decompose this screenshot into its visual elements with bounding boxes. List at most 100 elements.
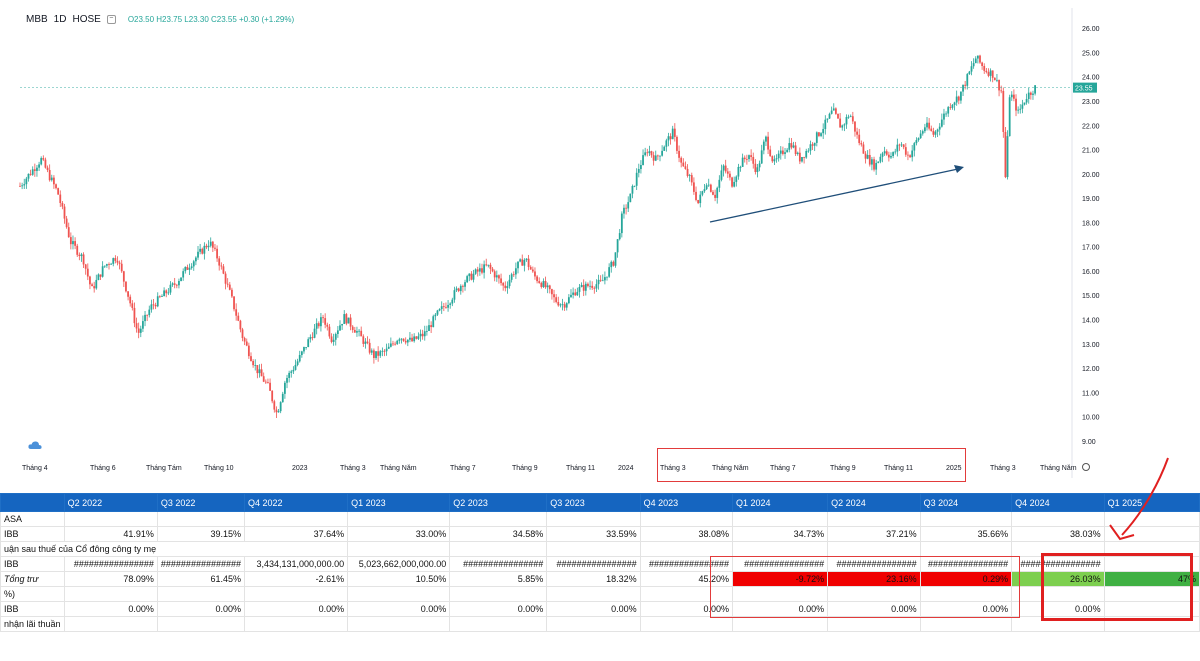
table-cell[interactable]: 10.50% — [347, 571, 451, 587]
table-cell[interactable] — [1011, 616, 1105, 632]
table-cell[interactable] — [243, 616, 349, 632]
table-cell[interactable] — [347, 616, 451, 632]
table-cell[interactable]: ################ — [546, 556, 641, 572]
table-cell[interactable]: 5.85% — [449, 571, 548, 587]
table-cell[interactable] — [919, 541, 1013, 557]
table-cell[interactable]: 0.29% — [919, 571, 1013, 587]
table-cell[interactable]: 37.21% — [827, 526, 921, 542]
table-cell[interactable] — [243, 586, 349, 602]
table-cell[interactable] — [732, 541, 829, 557]
table-cell[interactable]: ################ — [732, 556, 829, 572]
table-cell[interactable] — [156, 616, 246, 632]
row-label[interactable]: nhận lãi thuần — [0, 616, 65, 632]
table-cell[interactable] — [1103, 556, 1200, 572]
table-cell[interactable]: 78.09% — [63, 571, 158, 587]
table-cell[interactable] — [546, 616, 641, 632]
table-cell[interactable] — [919, 616, 1013, 632]
table-cell[interactable]: 0.00% — [919, 601, 1013, 617]
row-label[interactable]: ASA — [0, 511, 65, 527]
row-label[interactable]: %) — [0, 586, 65, 602]
table-cell[interactable] — [546, 511, 641, 527]
table-cell[interactable]: 34.73% — [732, 526, 829, 542]
table-cell[interactable] — [1011, 511, 1105, 527]
table-cell[interactable] — [546, 586, 641, 602]
table-cell[interactable] — [827, 586, 921, 602]
table-cell[interactable] — [1103, 601, 1200, 617]
column-header[interactable]: Q4 2023 — [639, 493, 734, 512]
table-cell[interactable] — [449, 616, 548, 632]
row-label[interactable]: IBB — [0, 556, 65, 572]
row-label[interactable]: IBB — [0, 601, 65, 617]
table-cell[interactable]: ################ — [827, 556, 921, 572]
table-cell[interactable]: 34.58% — [449, 526, 548, 542]
table-cell[interactable] — [1103, 616, 1200, 632]
table-cell[interactable]: 47% — [1103, 571, 1200, 587]
row-label[interactable]: uận sau thuế của Cổ đông công ty mẹ — [0, 541, 349, 557]
column-header[interactable]: Q1 2024 — [732, 493, 829, 512]
table-cell[interactable]: 37.64% — [243, 526, 349, 542]
table-cell[interactable]: 0.00% — [639, 601, 734, 617]
column-header[interactable]: Q1 2023 — [347, 493, 451, 512]
table-cell[interactable] — [639, 616, 734, 632]
column-header[interactable]: Q3 2023 — [546, 493, 641, 512]
row-label[interactable]: Tổng trư — [0, 571, 65, 587]
table-cell[interactable]: 39.15% — [156, 526, 246, 542]
table-cell[interactable]: 0.00% — [63, 601, 158, 617]
table-cell[interactable] — [639, 586, 734, 602]
column-header[interactable]: Q2 2024 — [827, 493, 921, 512]
table-cell[interactable]: 5,023,662,000,000.00 — [347, 556, 451, 572]
table-cell[interactable] — [63, 511, 158, 527]
table-cell[interactable] — [827, 511, 921, 527]
table-cell[interactable] — [156, 511, 246, 527]
table-cell[interactable]: 0.00% — [546, 601, 641, 617]
table-cell[interactable]: 0.00% — [156, 601, 246, 617]
table-cell[interactable] — [63, 586, 158, 602]
table-cell[interactable] — [1011, 541, 1105, 557]
table-cell[interactable] — [347, 511, 451, 527]
table-cell[interactable] — [156, 586, 246, 602]
table-cell[interactable]: 0.00% — [243, 601, 349, 617]
table-cell[interactable]: 0.00% — [449, 601, 548, 617]
table-cell[interactable] — [63, 616, 158, 632]
header-corner-cell[interactable] — [0, 493, 65, 512]
column-header[interactable]: Q2 2023 — [449, 493, 548, 512]
table-cell[interactable] — [639, 511, 734, 527]
table-cell[interactable] — [732, 511, 829, 527]
table-cell[interactable]: ################ — [919, 556, 1013, 572]
table-cell[interactable] — [919, 511, 1013, 527]
table-cell[interactable] — [827, 541, 921, 557]
table-cell[interactable] — [546, 541, 641, 557]
table-cell[interactable]: 3,434,131,000,000.00 — [243, 556, 349, 572]
table-cell[interactable] — [347, 586, 451, 602]
table-cell[interactable] — [827, 616, 921, 632]
column-header[interactable]: Q4 2024 — [1011, 493, 1105, 512]
table-cell[interactable]: 26.03% — [1011, 571, 1105, 587]
table-cell[interactable]: ################ — [156, 556, 246, 572]
table-cell[interactable]: 0.00% — [1011, 601, 1105, 617]
interval-label[interactable]: 1D — [53, 14, 67, 25]
price-chart[interactable]: 26.00 25.00 24.00 23.00 22.00 21.00 20.00 19.00… — [18, 8, 1100, 478]
table-cell[interactable]: 45.20% — [639, 571, 734, 587]
table-cell[interactable] — [449, 586, 548, 602]
collapse-icon[interactable]: − — [106, 15, 116, 24]
chart-canvas[interactable]: 26.00 25.00 24.00 23.00 22.00 21.00 20.00 19.00… — [18, 8, 1100, 478]
table-cell[interactable]: 35.66% — [919, 526, 1013, 542]
symbol-label[interactable]: MBB — [26, 14, 48, 25]
table-cell[interactable] — [639, 541, 734, 557]
table-cell[interactable]: 38.03% — [1011, 526, 1105, 542]
column-header[interactable]: Q3 2024 — [919, 493, 1013, 512]
table-cell[interactable] — [449, 511, 548, 527]
table-cell[interactable] — [1103, 586, 1200, 602]
table-cell[interactable] — [243, 511, 349, 527]
table-cell[interactable] — [449, 541, 548, 557]
table-cell[interactable]: 33.59% — [546, 526, 641, 542]
table-cell[interactable]: 18.32% — [546, 571, 641, 587]
table-cell[interactable]: ################ — [639, 556, 734, 572]
table-cell[interactable]: 0.00% — [732, 601, 829, 617]
table-cell[interactable]: 33.00% — [347, 526, 451, 542]
table-cell[interactable]: -9.72% — [732, 571, 829, 587]
table-cell[interactable]: 0.00% — [827, 601, 921, 617]
column-header[interactable]: Q4 2022 — [243, 493, 349, 512]
row-label[interactable]: IBB — [0, 526, 65, 542]
table-cell[interactable]: 61.45% — [156, 571, 246, 587]
